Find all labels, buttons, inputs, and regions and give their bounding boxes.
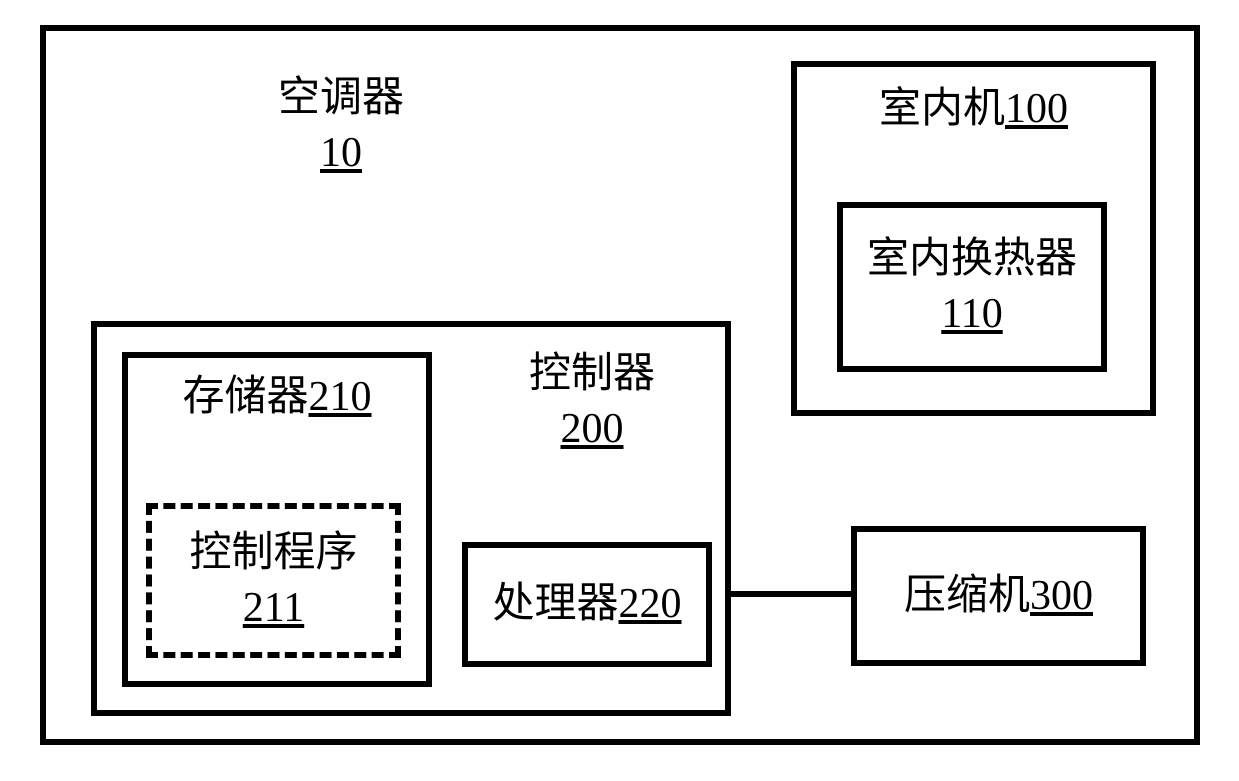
indoor-heat-exchanger-num: 110: [941, 287, 1002, 342]
indoor-heat-exchanger-label: 室内换热器: [867, 232, 1077, 287]
memory-box: 存储器210 控制程序 211: [122, 352, 432, 687]
air-conditioner-label-num: 10: [320, 126, 362, 181]
air-conditioner-title: 空调器 10: [201, 71, 481, 180]
controller-label-text: 控制器: [529, 347, 655, 402]
indoor-unit-label: 室内机100: [879, 82, 1068, 137]
controller-label-num: 200: [561, 402, 624, 457]
connector-processor-compressor: [731, 591, 851, 597]
control-program-num: 211: [243, 581, 304, 636]
compressor-box: 压缩机300: [851, 526, 1146, 666]
memory-label: 存储器210: [182, 370, 371, 425]
controller-title: 控制器 200: [502, 347, 682, 456]
processor-label: 处理器220: [492, 577, 681, 632]
air-conditioner-outer-box: 空调器 10 室内机100 室内换热器 110 控制器 200 存储器210 控…: [40, 25, 1200, 745]
indoor-unit-box: 室内机100 室内换热器 110: [791, 61, 1156, 416]
control-program-label: 控制程序: [189, 526, 357, 581]
compressor-label: 压缩机300: [904, 569, 1093, 624]
air-conditioner-label-text: 空调器: [278, 71, 404, 126]
controller-box: 控制器 200 存储器210 控制程序 211 处理器220: [91, 321, 731, 716]
indoor-heat-exchanger-box: 室内换热器 110: [837, 202, 1107, 372]
control-program-box: 控制程序 211: [146, 503, 401, 658]
processor-box: 处理器220: [462, 542, 712, 667]
